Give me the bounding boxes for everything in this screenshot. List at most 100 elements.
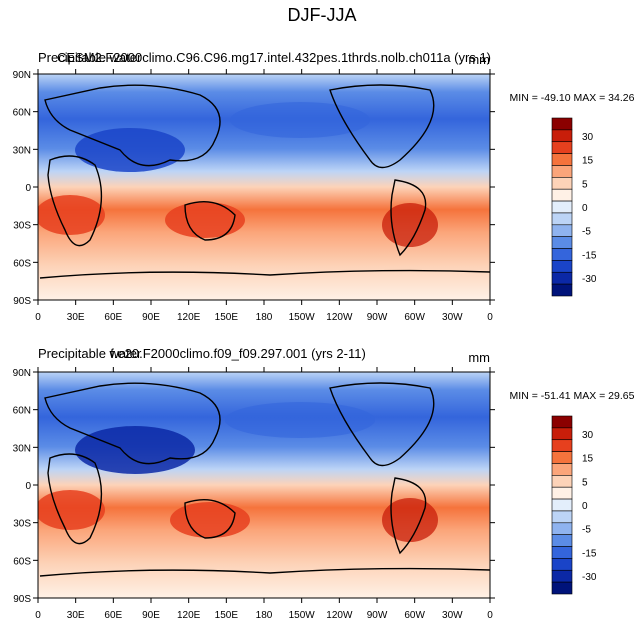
y-tick-label: 30S [13, 519, 31, 530]
panel-1-anomaly-blob [230, 102, 370, 138]
colorbar-label: -15 [582, 250, 597, 261]
colorbar-swatch [551, 534, 573, 547]
colorbar-swatch [551, 439, 573, 452]
panel-2-case-title: f.e20.F2000climo.f09_f09.297.001 (yrs 2-… [110, 346, 366, 361]
colorbar-swatch [551, 558, 573, 571]
x-tick-label: 0 [487, 312, 493, 323]
panel-2: Precipitable water f.e20.F2000climo.f09_… [13, 346, 635, 621]
colorbar-swatch [551, 129, 573, 143]
x-tick-label: 60E [104, 312, 122, 323]
colorbar-swatch [551, 463, 573, 476]
panel-2-anomaly-blob [225, 402, 375, 438]
x-tick-label: 30E [67, 312, 85, 323]
panel-1-colorbar: 30 15 5 0 -5 -15 -30 [551, 117, 597, 297]
x-tick-label: 90E [142, 312, 160, 323]
panel-1-coastlines [39, 84, 490, 279]
x-tick-label: 90E [142, 610, 160, 621]
colorbar-swatch [551, 498, 573, 512]
panel-1-case-title: CESM2.F2000climo.C96.C96.mg17.intel.432p… [57, 50, 491, 65]
x-tick-label: 30E [67, 610, 85, 621]
x-tick-label: 0 [487, 610, 493, 621]
x-tick-label: 150E [215, 610, 239, 621]
y-tick-label: 60N [13, 406, 31, 417]
x-tick-label: 90W [367, 610, 388, 621]
x-tick-label: 120E [177, 610, 201, 621]
colorbar-label: 0 [582, 501, 588, 512]
x-tick-label: 180 [256, 312, 273, 323]
colorbar-swatch [551, 522, 573, 535]
x-tick-label: 150W [289, 610, 316, 621]
y-tick-label: 30N [13, 443, 31, 454]
colorbar-swatch [551, 475, 573, 488]
colorbar-swatch [551, 117, 573, 131]
x-tick-label: 30W [442, 312, 463, 323]
x-tick-label: 150W [289, 312, 316, 323]
x-tick-label: 60E [104, 610, 122, 621]
y-tick-label: 60N [13, 108, 31, 119]
colorbar-label: 30 [582, 132, 594, 143]
colorbar-swatch [551, 283, 573, 297]
y-tick-label: 90S [13, 594, 31, 605]
x-tick-label: 150E [215, 312, 239, 323]
colorbar-label: 30 [582, 430, 594, 441]
y-tick-label: 0 [25, 183, 31, 194]
panel-1-anomaly-blob [165, 202, 245, 238]
x-tick-label: 60W [404, 312, 425, 323]
x-tick-label: 90W [367, 312, 388, 323]
panel-2-variable-title: Precipitable water [38, 346, 142, 361]
colorbar-label: 0 [582, 203, 588, 214]
x-tick-label: 120W [326, 610, 353, 621]
x-tick-label: 0 [35, 312, 41, 323]
colorbar-label: 5 [582, 179, 588, 190]
colorbar-label: 5 [582, 477, 588, 488]
colorbar-swatch [551, 165, 573, 178]
colorbar-swatch [551, 451, 573, 464]
colorbar-swatch [551, 581, 573, 595]
colorbar-swatch [551, 200, 573, 214]
colorbar-swatch [551, 271, 573, 285]
colorbar-swatch [551, 260, 573, 273]
colorbar-swatch [551, 427, 573, 441]
y-tick-label: 30S [13, 221, 31, 232]
x-tick-label: 30W [442, 610, 463, 621]
panel-2-x-ticks: 0 30E 60E 90E 120E 150E 180 150W 120W 90W 60W 30W 0 [35, 367, 493, 621]
x-tick-label: 120E [177, 312, 201, 323]
panel-1: Precipitable water CESM2.F2000climo.C96.… [13, 50, 635, 323]
y-tick-label: 30N [13, 145, 31, 156]
panel-1-x-ticks: 0 30E 60E 90E 120E 150E 180 150W 120W 90W 60W 30W 0 [35, 69, 493, 323]
panel-2-y-ticks: 90N 60N 30N 0 30S 60S 90S [13, 368, 495, 605]
colorbar-swatch [551, 212, 573, 226]
panel-2-units: mm [468, 350, 490, 365]
y-tick-label: 60S [13, 556, 31, 567]
panel-1-anomaly-blob [75, 128, 185, 172]
colorbar-swatch [551, 486, 573, 500]
panel-2-stats: MIN = -51.41 MAX = 29.65 [510, 390, 635, 402]
colorbar-swatch [551, 415, 573, 429]
colorbar-label: -30 [582, 572, 597, 583]
panel-2-anomaly-blob [38, 490, 105, 530]
colorbar-swatch [551, 141, 573, 154]
colorbar-label: -5 [582, 525, 591, 536]
x-tick-label: 120W [326, 312, 353, 323]
panel-2-coastlines [39, 382, 490, 577]
colorbar-swatch [551, 248, 573, 261]
panel-1-variable-title: Precipitable water [38, 50, 142, 65]
colorbar-label: 15 [582, 454, 594, 465]
x-tick-label: 0 [35, 610, 41, 621]
colorbar-swatch [551, 153, 573, 166]
colorbar-swatch [551, 177, 573, 190]
colorbar-swatch [551, 224, 573, 237]
colorbar-label: -5 [582, 227, 591, 238]
panel-2-anomaly-blob [75, 426, 195, 474]
colorbar-swatch [551, 546, 573, 559]
y-tick-label: 90S [13, 296, 31, 307]
colorbar-swatch [551, 188, 573, 202]
x-tick-label: 180 [256, 610, 273, 621]
panel-1-units: mm [468, 52, 490, 67]
y-tick-label: 0 [25, 481, 31, 492]
x-tick-label: 60W [404, 610, 425, 621]
colorbar-label: 15 [582, 156, 594, 167]
colorbar-swatch [551, 510, 573, 524]
panel-1-map [38, 74, 490, 300]
